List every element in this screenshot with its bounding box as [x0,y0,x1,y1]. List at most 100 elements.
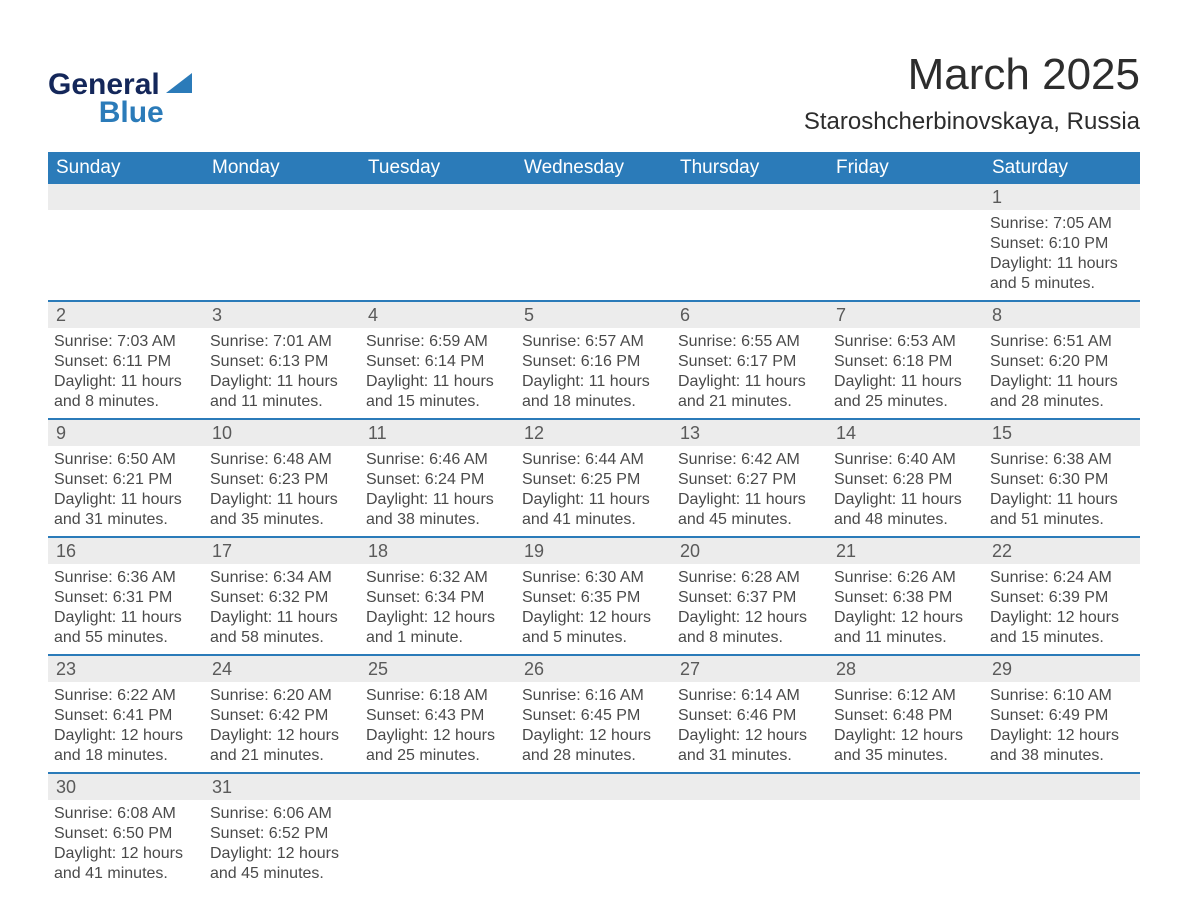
sunrise-label: Sunrise: [522,569,585,586]
day-body: Sunrise: 6:55 AMSunset: 6:17 PMDaylight:… [672,328,828,418]
day-body: Sunrise: 6:18 AMSunset: 6:43 PMDaylight:… [360,682,516,772]
day-body: Sunrise: 6:40 AMSunset: 6:28 PMDaylight:… [828,446,984,536]
day-body: Sunrise: 6:51 AMSunset: 6:20 PMDaylight:… [984,328,1140,418]
sunset-value: 6:24 PM [425,471,485,488]
sunset-line: Sunset: 6:46 PM [678,706,822,726]
sunset-line: Sunset: 6:45 PM [522,706,666,726]
day-number: 27 [672,656,828,682]
daylight-label: Daylight: [366,491,433,508]
sunset-value: 6:27 PM [737,471,797,488]
sunset-value: 6:38 PM [893,589,953,606]
sunset-line: Sunset: 6:31 PM [54,588,198,608]
day-body: Sunrise: 6:12 AMSunset: 6:48 PMDaylight:… [828,682,984,772]
day-number: 22 [984,538,1140,564]
day-number: 10 [204,420,360,446]
daylight-label: Daylight: [210,845,277,862]
sunset-value: 6:28 PM [893,471,953,488]
sunrise-value: 6:14 AM [741,687,800,704]
day-body: Sunrise: 6:34 AMSunset: 6:32 PMDaylight:… [204,564,360,654]
sunset-label: Sunset: [834,707,893,724]
sunrise-value: 6:28 AM [741,569,800,586]
sunrise-line: Sunrise: 6:34 AM [210,568,354,588]
day-number: 4 [360,302,516,328]
sunrise-label: Sunrise: [366,569,429,586]
calendar-cell [360,184,516,301]
sunrise-label: Sunrise: [834,687,897,704]
calendar-cell: 23Sunrise: 6:22 AMSunset: 6:41 PMDayligh… [48,655,204,773]
sunset-line: Sunset: 6:16 PM [522,352,666,372]
sunset-label: Sunset: [210,825,269,842]
day-number [672,774,828,800]
daylight-label: Daylight: [366,727,433,744]
sunrise-line: Sunrise: 7:05 AM [990,214,1134,234]
daylight-line: Daylight: 12 hours and 25 minutes. [366,726,510,766]
day-number: 23 [48,656,204,682]
month-title: March 2025 [804,50,1140,100]
day-number: 20 [672,538,828,564]
calendar-cell: 13Sunrise: 6:42 AMSunset: 6:27 PMDayligh… [672,419,828,537]
sunset-label: Sunset: [210,471,269,488]
sunrise-line: Sunrise: 7:01 AM [210,332,354,352]
sunset-value: 6:48 PM [893,707,953,724]
sunset-label: Sunset: [366,353,425,370]
daylight-label: Daylight: [678,609,745,626]
sunset-label: Sunset: [990,589,1049,606]
daylight-line: Daylight: 11 hours and 51 minutes. [990,490,1134,530]
sunrise-value: 6:51 AM [1053,333,1112,350]
sunrise-line: Sunrise: 6:28 AM [678,568,822,588]
calendar-cell: 15Sunrise: 6:38 AMSunset: 6:30 PMDayligh… [984,419,1140,537]
sunrise-value: 6:10 AM [1053,687,1112,704]
calendar-cell: 9Sunrise: 6:50 AMSunset: 6:21 PMDaylight… [48,419,204,537]
sunset-line: Sunset: 6:14 PM [366,352,510,372]
sunset-value: 6:31 PM [113,589,173,606]
sunrise-value: 6:53 AM [897,333,956,350]
daylight-line: Daylight: 11 hours and 21 minutes. [678,372,822,412]
sunset-value: 6:11 PM [113,353,171,370]
sunset-label: Sunset: [522,471,581,488]
sunset-line: Sunset: 6:18 PM [834,352,978,372]
daylight-line: Daylight: 11 hours and 31 minutes. [54,490,198,530]
sunrise-value: 6:59 AM [429,333,488,350]
daylight-label: Daylight: [54,491,121,508]
location-subtitle: Staroshcherbinovskaya, Russia [804,108,1140,136]
day-body: Sunrise: 6:57 AMSunset: 6:16 PMDaylight:… [516,328,672,418]
sunset-label: Sunset: [678,707,737,724]
day-body: Sunrise: 6:08 AMSunset: 6:50 PMDaylight:… [48,800,204,890]
daylight-line: Daylight: 12 hours and 38 minutes. [990,726,1134,766]
calendar-cell: 19Sunrise: 6:30 AMSunset: 6:35 PMDayligh… [516,537,672,655]
daylight-label: Daylight: [522,373,589,390]
daylight-label: Daylight: [678,373,745,390]
day-number [516,774,672,800]
brand-logo: General Blue [48,70,192,128]
day-number: 18 [360,538,516,564]
daylight-label: Daylight: [366,609,433,626]
daylight-label: Daylight: [990,609,1057,626]
daylight-label: Daylight: [522,609,589,626]
day-body: Sunrise: 6:14 AMSunset: 6:46 PMDaylight:… [672,682,828,772]
sunset-value: 6:42 PM [269,707,329,724]
daylight-label: Daylight: [834,727,901,744]
daylight-label: Daylight: [54,373,121,390]
sunrise-label: Sunrise: [678,687,741,704]
daylight-line: Daylight: 12 hours and 15 minutes. [990,608,1134,648]
sunset-line: Sunset: 6:50 PM [54,824,198,844]
daylight-line: Daylight: 11 hours and 28 minutes. [990,372,1134,412]
day-body: Sunrise: 6:16 AMSunset: 6:45 PMDaylight:… [516,682,672,772]
day-number [360,774,516,800]
sunrise-line: Sunrise: 6:59 AM [366,332,510,352]
sunrise-label: Sunrise: [54,805,117,822]
sunset-line: Sunset: 6:52 PM [210,824,354,844]
sunset-label: Sunset: [366,589,425,606]
sunset-label: Sunset: [834,471,893,488]
day-number [828,184,984,210]
sunrise-label: Sunrise: [990,451,1053,468]
sunrise-line: Sunrise: 6:14 AM [678,686,822,706]
sunrise-value: 6:42 AM [741,451,800,468]
sunset-line: Sunset: 6:39 PM [990,588,1134,608]
day-header: Monday [204,152,360,184]
sunset-value: 6:50 PM [113,825,173,842]
sunrise-line: Sunrise: 6:20 AM [210,686,354,706]
sunrise-line: Sunrise: 6:30 AM [522,568,666,588]
sunset-label: Sunset: [678,589,737,606]
calendar-cell: 17Sunrise: 6:34 AMSunset: 6:32 PMDayligh… [204,537,360,655]
